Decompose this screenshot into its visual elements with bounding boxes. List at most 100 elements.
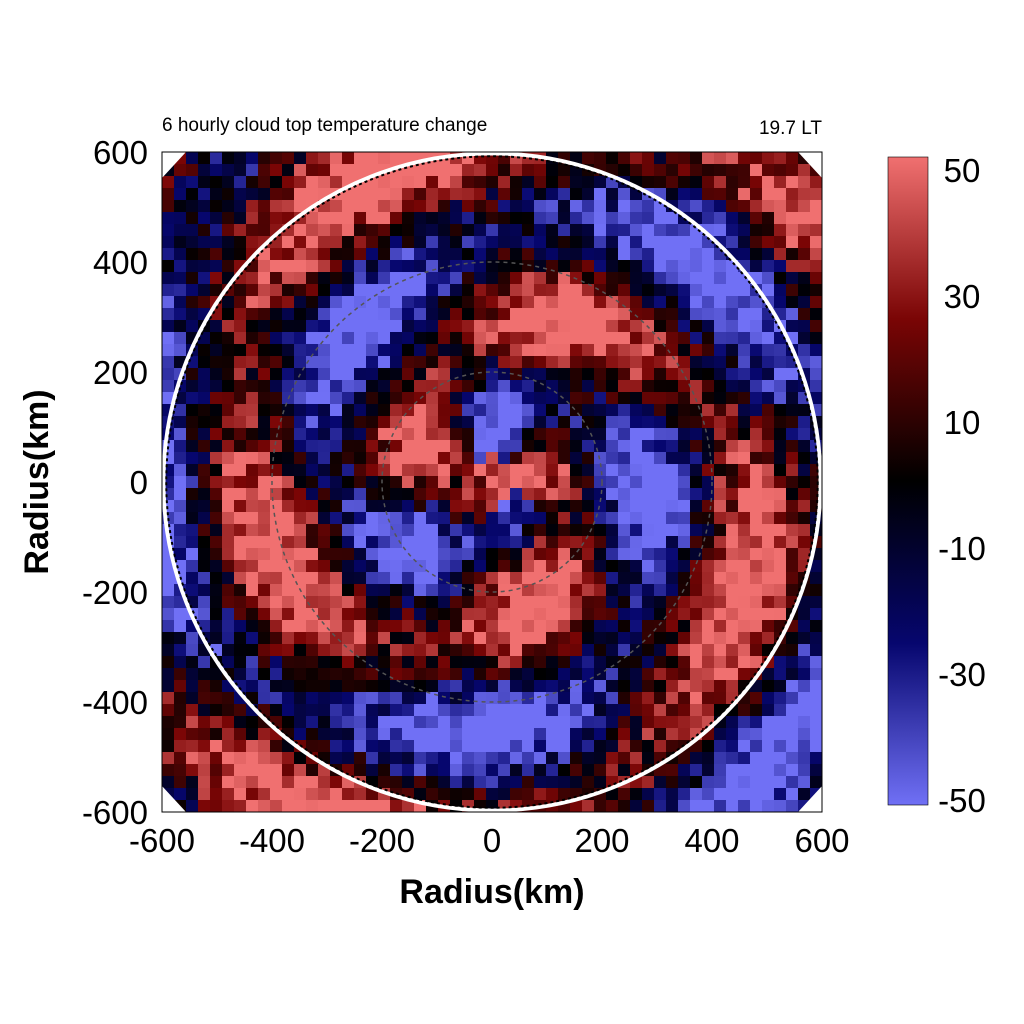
heatmap-cell xyxy=(426,416,439,429)
heatmap-cell xyxy=(366,152,379,165)
heatmap-cell xyxy=(186,512,199,525)
heatmap-cell xyxy=(222,452,235,465)
heatmap-cell xyxy=(618,428,631,441)
heatmap-cell xyxy=(810,740,822,753)
heatmap-cell xyxy=(630,740,643,753)
heatmap-cell xyxy=(222,740,235,753)
heatmap-cell xyxy=(222,380,235,393)
heatmap-cell xyxy=(582,200,595,213)
heatmap-cell xyxy=(786,632,799,645)
heatmap-cell xyxy=(378,464,391,477)
heatmap-cell xyxy=(246,272,259,285)
heatmap-cell xyxy=(486,644,499,657)
heatmap-cell xyxy=(630,788,643,801)
heatmap-cell xyxy=(750,440,763,453)
heatmap-cell xyxy=(786,200,799,213)
heatmap-cell xyxy=(462,308,475,321)
heatmap-cell xyxy=(546,320,559,333)
heatmap-cell xyxy=(294,152,307,165)
heatmap-cell xyxy=(798,476,811,489)
heatmap-cell xyxy=(306,380,319,393)
heatmap-cell xyxy=(678,176,691,189)
heatmap-cell xyxy=(318,596,331,609)
heatmap-cell xyxy=(498,272,511,285)
heatmap-cell xyxy=(162,344,175,357)
heatmap-cell xyxy=(594,716,607,729)
heatmap-cell xyxy=(642,716,655,729)
heatmap-cell xyxy=(558,620,571,633)
heatmap-cell xyxy=(426,632,439,645)
heatmap-cell xyxy=(558,224,571,237)
heatmap-cell xyxy=(642,740,655,753)
heatmap-cell xyxy=(198,284,211,297)
heatmap-cell xyxy=(630,536,643,549)
heatmap-cell xyxy=(450,380,463,393)
colorbar-tick-label: 30 xyxy=(944,278,981,315)
heatmap-cell xyxy=(486,476,499,489)
heatmap-cell xyxy=(318,500,331,513)
heatmap-cell xyxy=(714,332,727,345)
heatmap-cell xyxy=(294,776,307,789)
heatmap-cell xyxy=(666,164,679,177)
heatmap-cell xyxy=(774,680,787,693)
heatmap-cell xyxy=(366,764,379,777)
heatmap-cell xyxy=(558,284,571,297)
heatmap-cell xyxy=(318,524,331,537)
heatmap-cell xyxy=(630,620,643,633)
heatmap-cell xyxy=(234,536,247,549)
heatmap-cell xyxy=(234,656,247,669)
heatmap-cell xyxy=(486,428,499,441)
heatmap-cell xyxy=(474,320,487,333)
heatmap-cell xyxy=(750,356,763,369)
heatmap-cell xyxy=(198,176,211,189)
heatmap-cell xyxy=(426,248,439,261)
heatmap-cell xyxy=(510,188,523,201)
heatmap-cell xyxy=(774,500,787,513)
heatmap-cell xyxy=(378,740,391,753)
heatmap-cell xyxy=(186,440,199,453)
heatmap-cell xyxy=(222,536,235,549)
heatmap-cell xyxy=(810,188,822,201)
heatmap-cell xyxy=(198,224,211,237)
heatmap-cell xyxy=(714,536,727,549)
heatmap-cell xyxy=(174,344,187,357)
heatmap-cell xyxy=(714,752,727,765)
heatmap-cell xyxy=(474,380,487,393)
heatmap-cell xyxy=(210,692,223,705)
heatmap-cell xyxy=(786,164,799,177)
corner-bottom-right xyxy=(798,786,822,812)
heatmap-cell xyxy=(630,668,643,681)
heatmap-cell xyxy=(666,692,679,705)
heatmap-cell xyxy=(294,476,307,489)
heatmap-cell xyxy=(570,572,583,585)
heatmap-cell xyxy=(462,608,475,621)
x-tick-label: -400 xyxy=(239,822,305,859)
heatmap-cell xyxy=(366,308,379,321)
heatmap-cell xyxy=(318,212,331,225)
heatmap-cell xyxy=(726,344,739,357)
heatmap-cell xyxy=(270,800,283,812)
heatmap-cell xyxy=(642,548,655,561)
heatmap-cell xyxy=(222,548,235,561)
heatmap-cell xyxy=(618,524,631,537)
heatmap-cell xyxy=(354,212,367,225)
heatmap-cell xyxy=(294,632,307,645)
heatmap-cell xyxy=(342,716,355,729)
heatmap-cell xyxy=(582,740,595,753)
heatmap-cell xyxy=(390,416,403,429)
heatmap-cell xyxy=(246,764,259,777)
heatmap-cell xyxy=(342,632,355,645)
heatmap-cell xyxy=(606,416,619,429)
heatmap-cell xyxy=(642,284,655,297)
heatmap-cell xyxy=(282,380,295,393)
heatmap-cell xyxy=(462,440,475,453)
heatmap-cell xyxy=(186,572,199,585)
heatmap-cell xyxy=(666,404,679,417)
heatmap-cell xyxy=(222,416,235,429)
heatmap-cell xyxy=(318,428,331,441)
heatmap-cell xyxy=(462,644,475,657)
heatmap-cell xyxy=(342,668,355,681)
heatmap-cell xyxy=(162,596,175,609)
heatmap-cell xyxy=(642,248,655,261)
heatmap-cell xyxy=(558,164,571,177)
